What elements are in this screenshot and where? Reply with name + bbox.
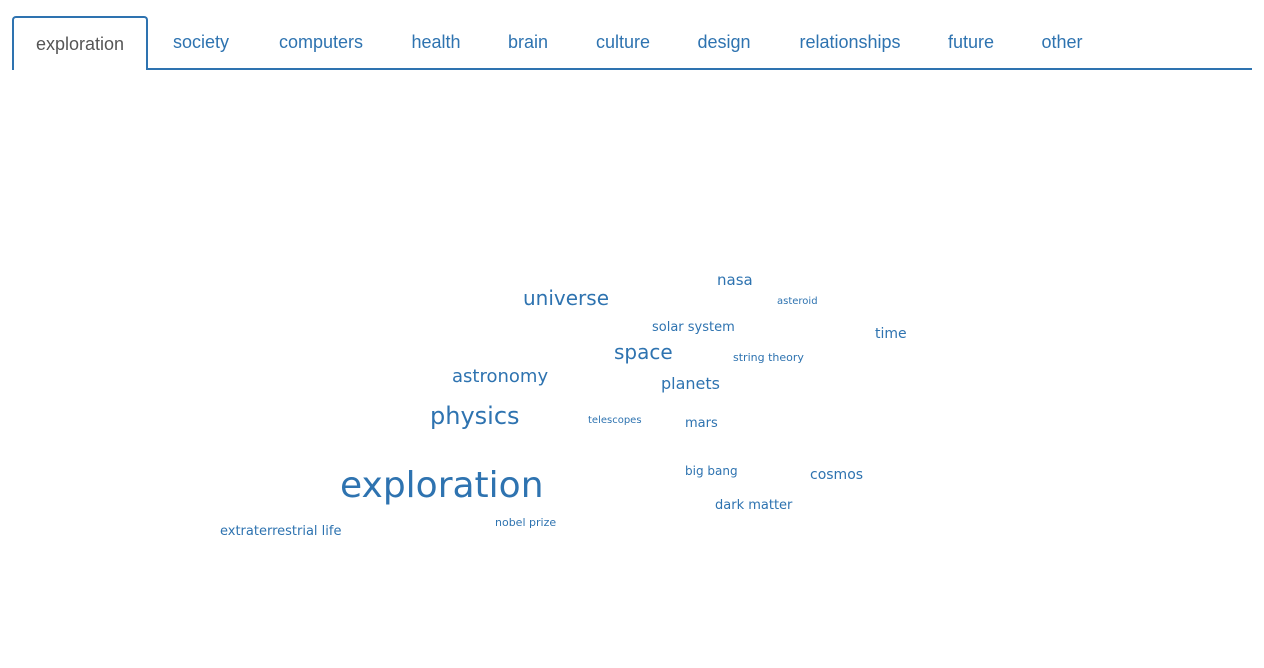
word-cloud: exploration physics universe space astro… [0, 70, 1264, 668]
word-universe[interactable]: universe [523, 286, 609, 310]
word-string-theory[interactable]: string theory [733, 351, 804, 364]
tab-society[interactable]: society [172, 32, 230, 52]
word-asteroid[interactable]: asteroid [777, 296, 818, 307]
word-planets[interactable]: planets [661, 374, 720, 393]
word-telescopes[interactable]: telescopes [588, 415, 642, 426]
tab-other[interactable]: other [1041, 32, 1083, 52]
word-astronomy[interactable]: astronomy [452, 366, 549, 387]
word-dark-matter[interactable]: dark matter [715, 498, 793, 513]
word-physics[interactable]: physics [430, 402, 520, 430]
word-big-bang[interactable]: big bang [685, 464, 738, 478]
tab-relationships[interactable]: relationships [799, 32, 901, 52]
tab-future[interactable]: future [947, 32, 995, 52]
tab-exploration[interactable]: exploration [12, 16, 148, 70]
word-space[interactable]: space [614, 340, 673, 364]
tab-health[interactable]: health [411, 32, 461, 52]
tab-brain[interactable]: brain [507, 32, 549, 52]
word-time[interactable]: time [875, 326, 907, 342]
word-solar-system[interactable]: solar system [652, 320, 735, 335]
tab-culture[interactable]: culture [595, 32, 651, 52]
word-nobel-prize[interactable]: nobel prize [495, 516, 557, 529]
word-nasa[interactable]: nasa [717, 271, 753, 289]
word-exploration[interactable]: exploration [340, 465, 544, 506]
tab-computers[interactable]: computers [278, 32, 364, 52]
tab-design[interactable]: design [697, 32, 751, 52]
word-extraterrestrial-life[interactable]: extraterrestrial life [220, 524, 342, 539]
word-mars[interactable]: mars [685, 416, 718, 431]
topic-tabs: exploration society computers health bra… [12, 16, 1252, 70]
word-cosmos[interactable]: cosmos [810, 467, 864, 483]
